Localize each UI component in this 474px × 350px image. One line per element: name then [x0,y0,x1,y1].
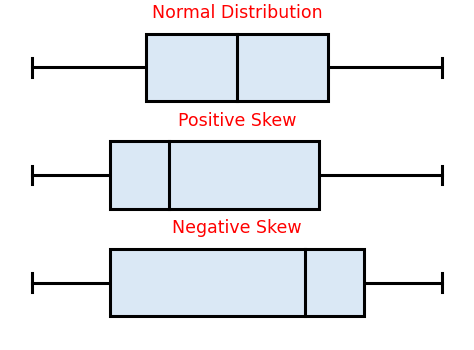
Text: Normal Distribution: Normal Distribution [152,4,322,22]
Text: Positive Skew: Positive Skew [178,112,296,130]
Text: Negative Skew: Negative Skew [172,219,302,237]
Bar [146,34,328,101]
Bar [109,141,319,209]
Bar [109,249,365,316]
